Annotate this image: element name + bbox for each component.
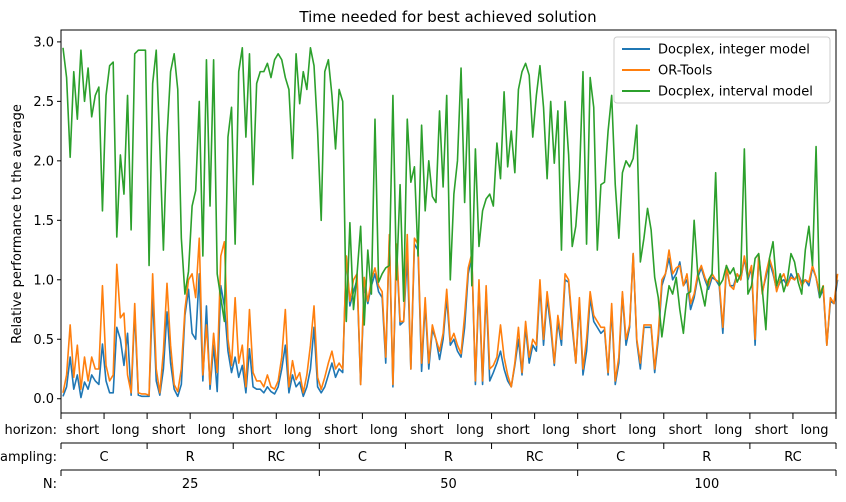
legend: Docplex, integer model OR-Tools Docplex, i… — [613, 36, 831, 104]
x-group-label: long — [112, 423, 140, 438]
x-group-label: long — [284, 423, 312, 438]
x-group-label: short — [324, 423, 357, 438]
series-line-3 — [62, 47, 825, 338]
y-axis-ticks: 0.0 0.5 1.0 1.5 2.0 2.5 3.0 — [33, 35, 61, 407]
y-tick-label: 3.0 — [33, 35, 54, 50]
x-group-label: short — [238, 423, 271, 438]
x-group-label: C — [358, 450, 367, 465]
x-row-label: horizon: — [4, 423, 57, 438]
x-group-label: long — [456, 423, 484, 438]
plot-area — [62, 47, 839, 399]
x-group-label: short — [669, 423, 702, 438]
x-group-label: long — [628, 423, 656, 438]
x-group-label: long — [370, 423, 398, 438]
series-line-2 — [62, 233, 839, 396]
legend-entry: Docplex, integer model — [658, 43, 810, 58]
series-line-1 — [62, 237, 839, 399]
x-group-label: R — [444, 450, 453, 465]
x-group-label: short — [410, 423, 443, 438]
x-group-label: RC — [268, 450, 285, 465]
y-tick-label: 2.0 — [33, 154, 54, 169]
chart-title: Time needed for best achieved solution — [298, 8, 596, 26]
x-row-label: sampling: — [0, 450, 57, 465]
y-axis-label: Relative performance to the average — [10, 104, 25, 344]
x-group-label: short — [66, 423, 99, 438]
x-group-label: long — [714, 423, 742, 438]
y-tick-label: 2.5 — [33, 95, 54, 110]
x-group-label: short — [582, 423, 615, 438]
legend-entry: Docplex, interval model — [658, 85, 813, 100]
x-group-label: 50 — [440, 477, 457, 492]
x-group-label: RC — [526, 450, 543, 465]
y-tick-label: 0.5 — [33, 333, 54, 348]
legend-box — [613, 36, 831, 104]
x-group-label: short — [496, 423, 529, 438]
x-group-label: long — [198, 423, 226, 438]
x-group-label: R — [702, 450, 711, 465]
y-tick-label: 1.5 — [33, 214, 54, 229]
legend-entry: OR-Tools — [658, 64, 712, 79]
y-tick-label: 1.0 — [33, 273, 54, 288]
x-group-label: R — [186, 450, 195, 465]
x-group-label: short — [755, 423, 788, 438]
x-group-label: C — [100, 450, 109, 465]
x-row-label: N: — [43, 477, 57, 492]
x-group-label: 25 — [182, 477, 199, 492]
x-group-label: 100 — [694, 477, 719, 492]
x-group-label: long — [800, 423, 828, 438]
x-group-label: C — [616, 450, 625, 465]
x-axis-category-rows: horizon: short long short long short long short… — [0, 413, 837, 492]
x-group-label: short — [152, 423, 185, 438]
y-tick-label: 0.0 — [33, 392, 54, 407]
x-group-label: long — [542, 423, 570, 438]
x-group-label: RC — [784, 450, 801, 465]
